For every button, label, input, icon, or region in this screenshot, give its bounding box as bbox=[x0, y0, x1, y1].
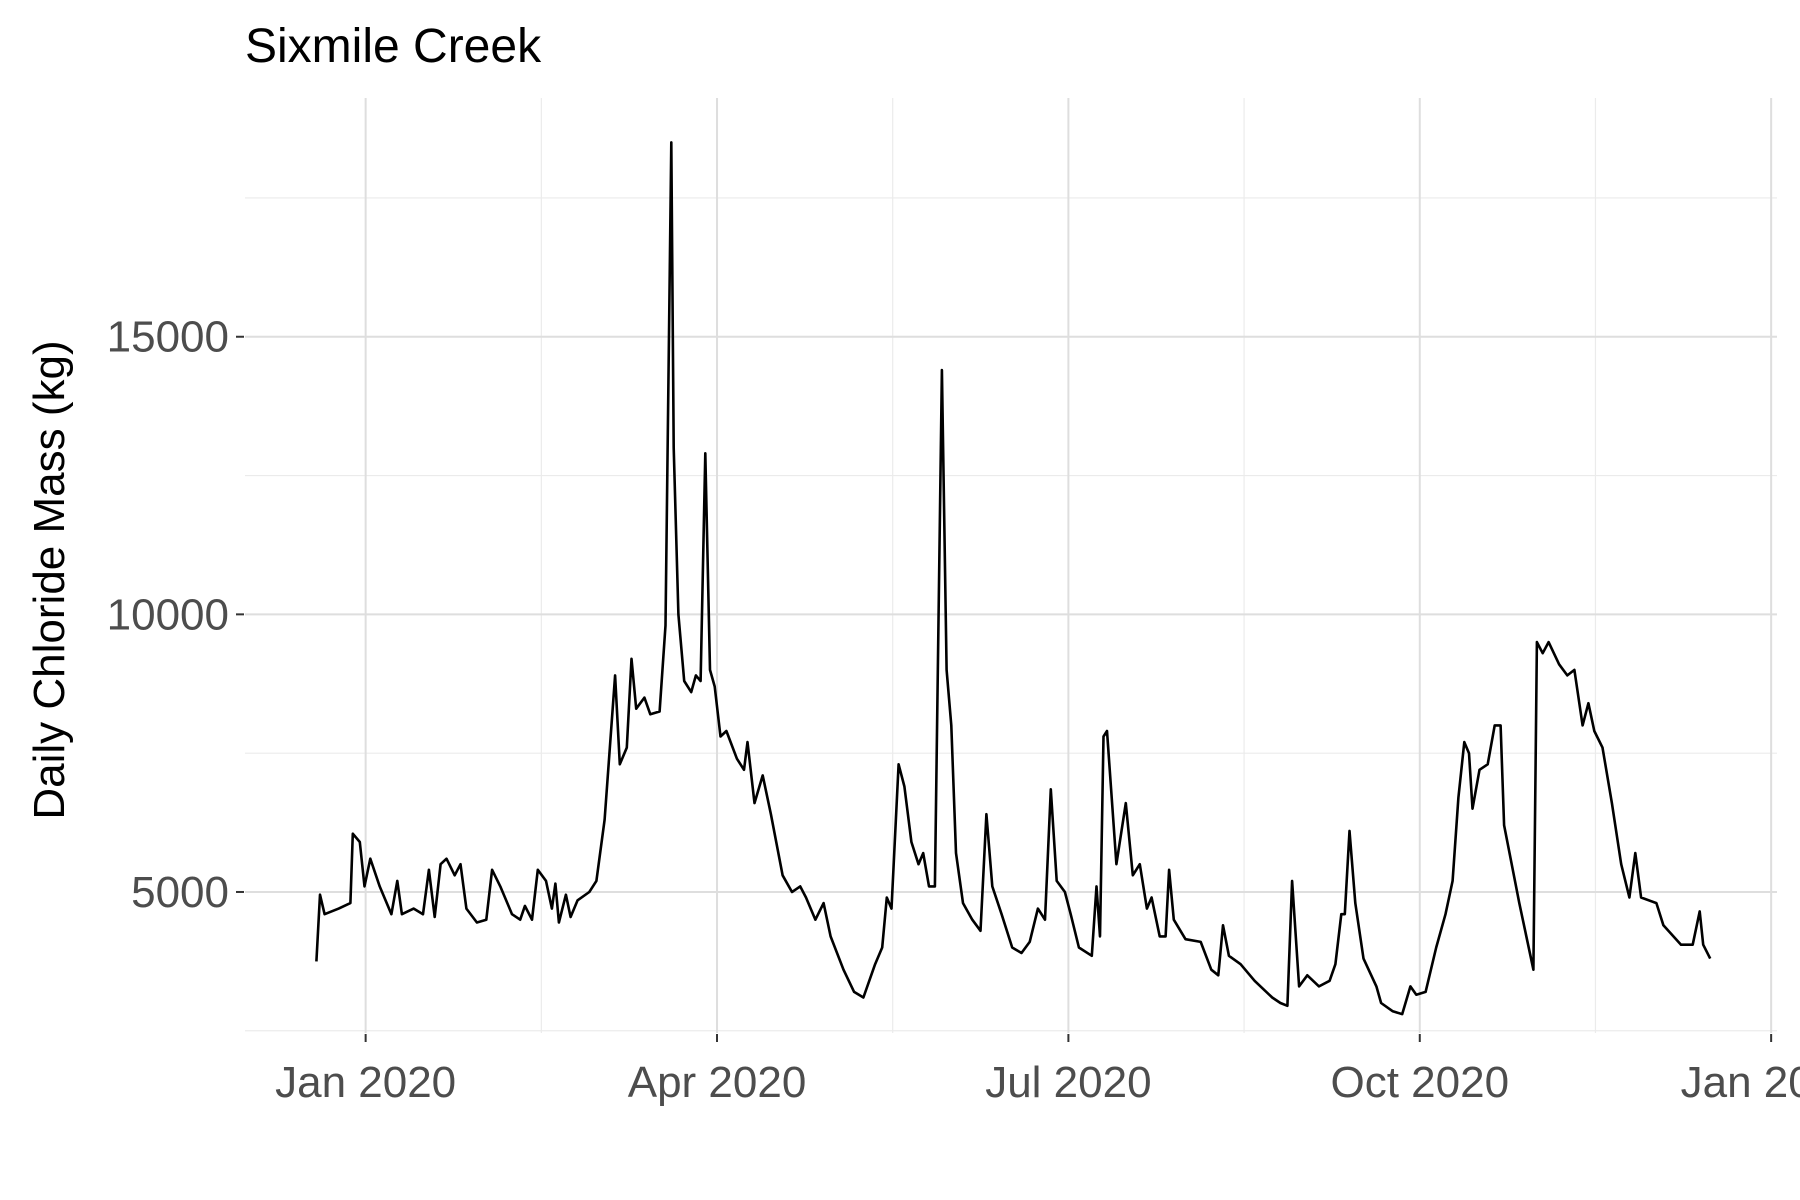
y-tick-label: 15000 bbox=[107, 313, 229, 362]
x-tick-label: Apr 2020 bbox=[628, 1058, 807, 1107]
x-tick-label: Jan 2021 bbox=[1681, 1058, 1800, 1107]
y-tick-label: 10000 bbox=[107, 590, 229, 639]
y-tick-label: 5000 bbox=[131, 868, 229, 917]
x-tick-label: Jul 2020 bbox=[985, 1058, 1151, 1107]
data-line bbox=[315, 141, 1712, 1016]
x-tick-label: Oct 2020 bbox=[1330, 1058, 1509, 1107]
y-axis-label: Daily Chloride Mass (kg) bbox=[25, 340, 74, 819]
x-tick-label: Jan 2020 bbox=[275, 1058, 456, 1107]
chart-title: Sixmile Creek bbox=[245, 20, 542, 73]
